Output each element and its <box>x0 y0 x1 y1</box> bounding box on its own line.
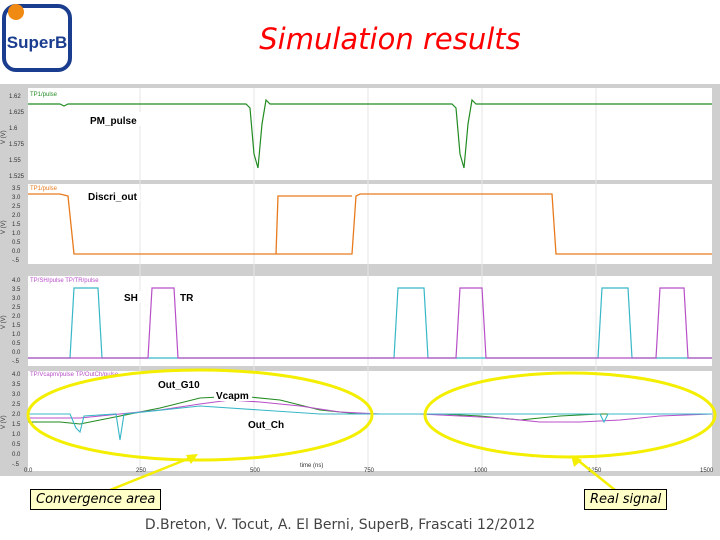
x-tick: 1500 <box>700 468 714 474</box>
discri-out-legend: TP1/pulse <box>30 186 58 192</box>
y-tick: 1.0 <box>12 332 21 338</box>
y-tick: 1.5 <box>12 222 21 228</box>
y-tick: 1.0 <box>12 231 21 237</box>
discri-out-trace <box>28 193 712 255</box>
logo-orange-dot <box>8 4 24 20</box>
out-g10-label: Out_G10 <box>158 380 200 391</box>
sh-tr-legend: TP/SH/pulse TP/TR/pulse <box>30 278 99 284</box>
pm-pulse-legend: TP1/pulse <box>30 92 58 98</box>
x-tick: 1000 <box>474 468 488 474</box>
sh-trace <box>28 287 712 359</box>
x-tick: 750 <box>364 468 375 474</box>
y-tick: 0.0 <box>12 452 21 458</box>
y-axis-label: V (V) <box>1 220 7 234</box>
y-axis-label: V (V) <box>1 415 7 429</box>
y-tick: 3.0 <box>12 195 21 201</box>
y-tick: 3.5 <box>12 287 21 293</box>
sh-label: SH <box>124 293 138 304</box>
y-tick: 4.0 <box>12 278 21 284</box>
y-tick: 1.625 <box>9 110 25 116</box>
y-tick: -.5 <box>12 462 20 468</box>
y-tick: 3.0 <box>12 296 21 302</box>
y-tick: 0.5 <box>12 240 21 246</box>
x-tick: 0.0 <box>24 468 33 474</box>
discri-out-panel <box>28 184 712 264</box>
pm-pulse-panel <box>28 88 712 180</box>
y-tick: 4.0 <box>12 372 21 378</box>
y-tick: 2.5 <box>12 402 21 408</box>
discri-out-label: Discri_out <box>88 192 138 203</box>
real-signal-callout: Real signal <box>584 489 668 510</box>
y-tick: 1.525 <box>9 174 25 180</box>
y-tick: 2.5 <box>12 305 21 311</box>
y-tick: 2.0 <box>12 213 21 219</box>
y-tick: 1.575 <box>9 142 25 148</box>
y-tick: -.5 <box>12 359 20 365</box>
out-ch-label: Out_Ch <box>248 420 284 431</box>
y-axis-label: V (V) <box>1 130 7 144</box>
logo-text: SuperB <box>7 33 67 52</box>
y-tick: 3.5 <box>12 186 21 192</box>
y-tick: 0.0 <box>12 350 21 356</box>
y-tick: -.5 <box>12 258 20 264</box>
x-tick: 1250 <box>588 468 602 474</box>
y-tick: 1.55 <box>9 158 21 164</box>
sh-tr-panel <box>28 276 712 366</box>
y-axis-label: V (V) <box>1 315 7 329</box>
footer-credits: D.Breton, V. Tocut, A. El Berni, SuperB,… <box>144 517 536 533</box>
y-tick: 2.0 <box>12 412 21 418</box>
y-tick: 2.0 <box>12 314 21 320</box>
y-tick: 0.5 <box>12 442 21 448</box>
y-tick: 2.5 <box>12 204 21 210</box>
x-tick: 500 <box>250 468 261 474</box>
y-tick: 0.0 <box>12 249 21 255</box>
vcapm-label: Vcapm <box>216 391 249 402</box>
y-tick: 1.6 <box>9 126 18 132</box>
y-tick: 1.0 <box>12 432 21 438</box>
out-ch-trace <box>28 405 712 441</box>
superb-logo: SuperB <box>2 4 72 72</box>
real-signal-ellipse <box>423 371 717 459</box>
pm-pulse-trace <box>28 98 712 169</box>
tr-trace <box>28 287 712 359</box>
y-tick: 3.0 <box>12 392 21 398</box>
y-tick: 3.5 <box>12 382 21 388</box>
y-tick: 1.5 <box>12 422 21 428</box>
convergence-area-callout: Convergence area <box>30 489 162 510</box>
waveform-plot: PM_pulse TP1/pulse Discri_out TP1/pulse … <box>0 84 720 476</box>
slide-title: Simulation results <box>259 22 521 56</box>
y-tick: 1.62 <box>9 94 21 100</box>
outputs-legend: TP/Vcapm/pulse TP/OutCh/pulse <box>30 372 119 378</box>
convergence-ellipse <box>26 368 374 462</box>
pm-pulse-label: PM_pulse <box>90 116 137 127</box>
tr-label: TR <box>180 293 194 304</box>
x-axis-label: time (ns) <box>300 463 323 469</box>
simulation-plot-screenshot: PM_pulse TP1/pulse Discri_out TP1/pulse … <box>0 84 720 476</box>
y-tick: 1.5 <box>12 323 21 329</box>
x-tick: 250 <box>136 468 147 474</box>
y-tick: 0.5 <box>12 341 21 347</box>
